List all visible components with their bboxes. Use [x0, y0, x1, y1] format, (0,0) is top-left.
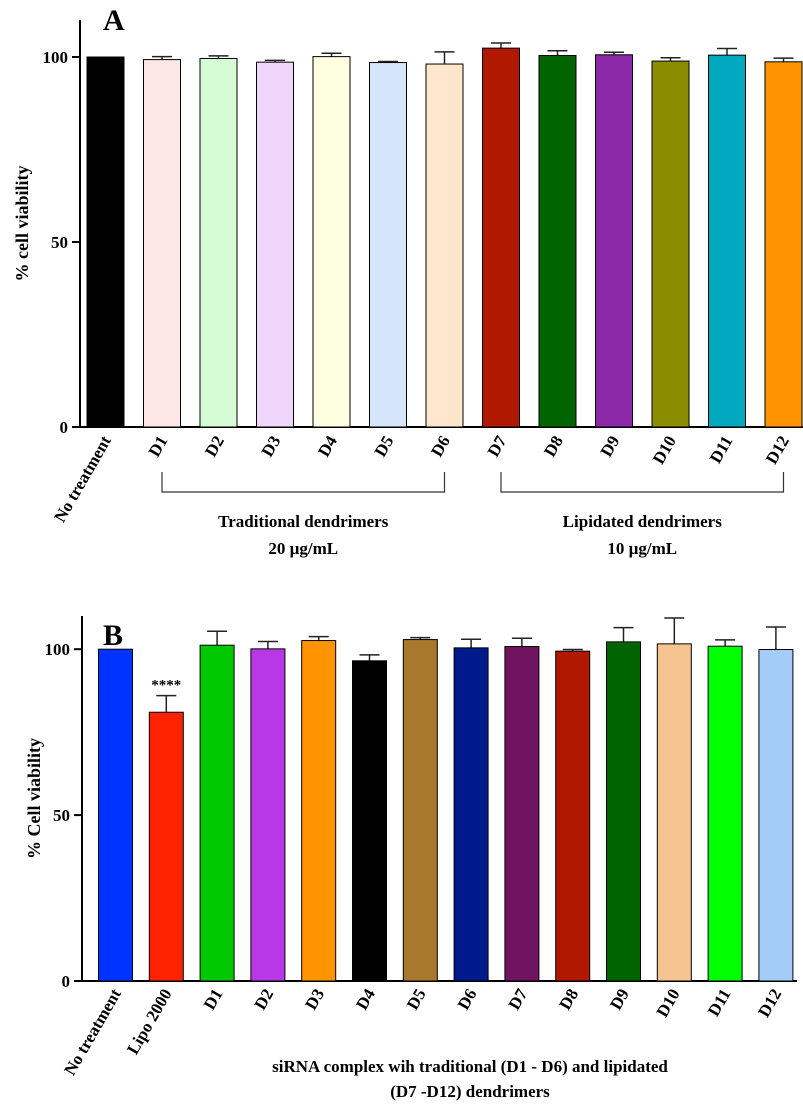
bar-d9 [595, 54, 633, 428]
x-tick-label: D12 [762, 433, 793, 468]
bar-d2 [199, 57, 238, 428]
group-bracket [500, 472, 785, 493]
y-tick-label: 100 [45, 640, 71, 659]
bar-d11 [707, 645, 743, 982]
x-tick-label: D4 [352, 985, 379, 1013]
bar-d3 [301, 640, 337, 982]
bar-d2 [250, 648, 286, 982]
significance-annotation: **** [151, 678, 181, 694]
group-label: Traditional dendrimers [218, 512, 389, 531]
bar-d5 [369, 62, 407, 428]
panel-a-chart: A % cell viability 0 50 100 No treatment D1 D2 D… [12, 4, 803, 558]
group-sublabel: 10 µg/mL [607, 539, 677, 558]
y-tick-label: 0 [60, 418, 69, 437]
bar-d6 [453, 647, 489, 982]
bar-d7 [504, 646, 540, 982]
x-tick-label: D9 [597, 433, 624, 460]
x-tick-label: D7 [505, 985, 532, 1013]
bar-d5 [402, 639, 438, 982]
y-tick-label: 50 [53, 806, 70, 825]
x-tick-label: D7 [484, 432, 511, 460]
panel-label: A [103, 4, 125, 37]
x-tick-label: D6 [427, 433, 454, 460]
bar-d1 [199, 644, 235, 982]
x-tick-label: D10 [649, 433, 680, 468]
x-tick-label: D6 [454, 986, 481, 1013]
y-axis-label: % cell viability [12, 166, 32, 282]
x-tick-label: D3 [301, 986, 328, 1013]
bar-d4 [352, 660, 387, 982]
x-axis-caption: siRNA complex wih traditional (D1 - D6) … [272, 1057, 668, 1076]
x-tick-label: D10 [653, 986, 684, 1021]
bar-d10 [656, 643, 692, 982]
group-sublabel: 20 µg/mL [268, 539, 338, 558]
x-tick-label: D5 [371, 433, 398, 460]
x-tick-label: No treatment [50, 432, 115, 525]
bar-d11 [708, 54, 746, 428]
x-tick-label: D11 [706, 433, 737, 467]
x-tick-label: D12 [754, 986, 785, 1021]
bar-d7 [482, 47, 520, 428]
y-tick-label: 50 [51, 233, 68, 252]
x-tick-label: D8 [555, 986, 582, 1013]
y-tick-label: 0 [62, 972, 71, 991]
group-bracket [161, 472, 446, 493]
x-tick-label: D2 [201, 433, 228, 460]
x-tick-label: D1 [145, 433, 172, 460]
panel-b-chart: B % Cell viability 0 50 100 No treatmentLipo … [24, 616, 797, 1101]
bar-d10 [651, 60, 690, 428]
bar-no-treatment [86, 56, 125, 428]
x-tick-label: D4 [314, 432, 341, 460]
bar-d12 [758, 649, 794, 982]
x-axis-caption-line2: (D7 -D12) dendrimers [390, 1082, 550, 1101]
x-tick-label: D3 [258, 433, 285, 460]
x-tick-label: D2 [251, 986, 278, 1013]
group-label: Lipidated dendrimers [563, 512, 723, 531]
x-tick-label: D5 [403, 986, 430, 1013]
bar-no-treatment [98, 648, 133, 982]
bar-d9 [606, 641, 641, 982]
x-tick-label: Lipo 2000 [123, 986, 176, 1058]
bar-lipo-2000 [148, 711, 184, 982]
bar-d6 [425, 63, 464, 428]
x-tick-label: D8 [540, 433, 567, 460]
x-tick-label: No treatment [60, 985, 125, 1078]
bar-d12 [764, 61, 803, 428]
x-tick-label: D9 [606, 986, 633, 1013]
bar-d8 [555, 650, 591, 982]
x-tick-label: D1 [200, 986, 227, 1013]
x-tick-label: D11 [704, 986, 735, 1020]
bar-d4 [312, 56, 351, 428]
bar-d1 [143, 59, 181, 428]
bar-d3 [256, 61, 294, 428]
panel-label: B [103, 619, 123, 652]
y-tick-label: 100 [43, 48, 69, 67]
y-axis-label: % Cell viability [24, 738, 44, 859]
bar-d8 [538, 55, 577, 428]
